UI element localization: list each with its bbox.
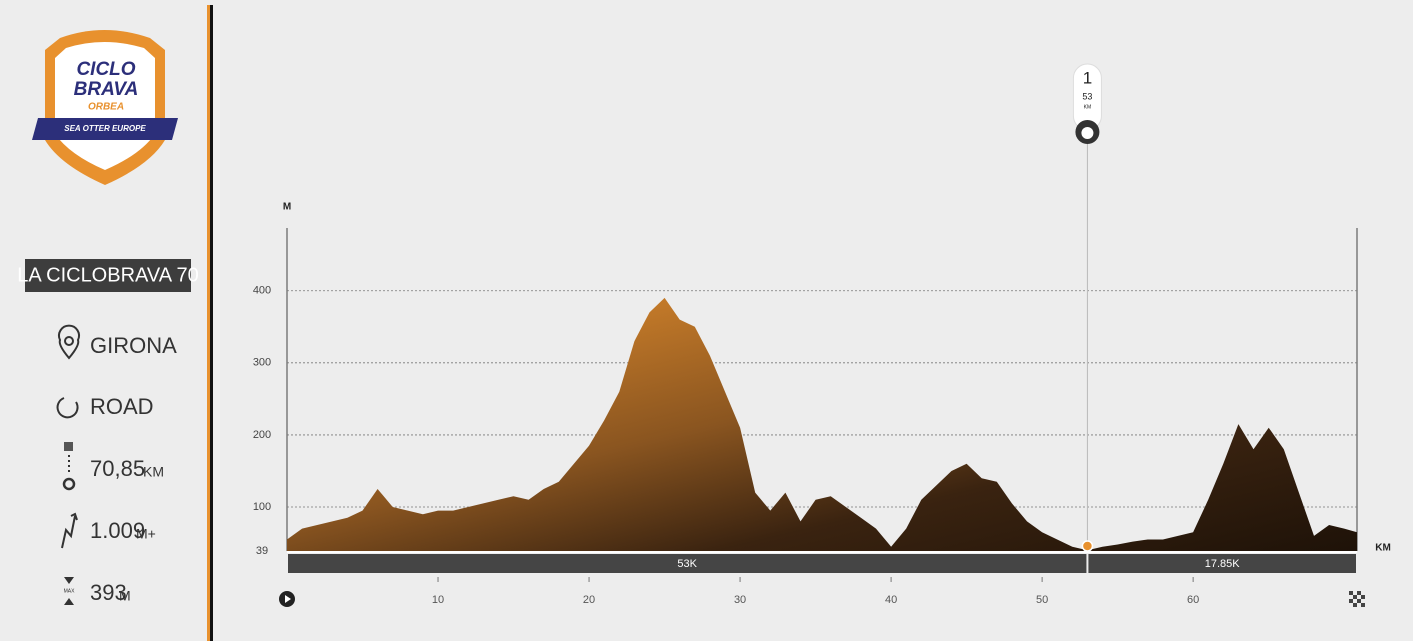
- segment-bar: [1088, 554, 1356, 573]
- finish-icon: [1361, 603, 1365, 607]
- climb-icon: [61, 512, 78, 549]
- divider: [210, 5, 213, 641]
- route-title-box: [25, 259, 191, 292]
- checkpoint-icon: [1081, 127, 1094, 139]
- max-icon: [64, 577, 74, 605]
- climb-unit: M+: [136, 526, 156, 542]
- y-tick-label: 39: [256, 545, 268, 557]
- checkpoint-km: 53: [1082, 91, 1092, 101]
- discipline: ROAD: [90, 394, 154, 419]
- pin-icon: [58, 324, 80, 360]
- route-title: LA CICLOBRAVA 70: [17, 264, 199, 286]
- segment-label: 53K: [677, 558, 697, 570]
- location: GIRONA: [90, 333, 177, 358]
- distance-icon: [62, 442, 76, 491]
- max-value: 393: [90, 580, 127, 605]
- elevation-area: [287, 297, 1357, 551]
- x-tick-label: 40: [885, 594, 897, 606]
- finish-icon: [1349, 591, 1353, 595]
- logo-ribbon-text: SEA OTTER EUROPE: [64, 124, 146, 133]
- max-tag: MAX: [64, 588, 76, 594]
- x-tick-label: 30: [734, 594, 746, 606]
- finish-icon: [1357, 599, 1361, 603]
- segment-bar: [288, 554, 1087, 573]
- start-icon: [285, 595, 291, 603]
- x-tick-label: 50: [1036, 594, 1048, 606]
- finish-icon: [1353, 595, 1357, 599]
- y-tick-label: 400: [253, 285, 271, 297]
- divider: [207, 5, 210, 641]
- x-tick-label: 60: [1187, 594, 1199, 606]
- climb-value: 1.009: [90, 518, 145, 543]
- logo-brand: ORBEA: [88, 102, 124, 113]
- x-tick-label: 10: [432, 594, 444, 606]
- finish-icon: [1353, 603, 1357, 607]
- checkpoint-unit: KM: [1084, 104, 1092, 110]
- segment-label: 17.85K: [1205, 558, 1241, 570]
- max-unit: M: [119, 588, 131, 604]
- checkpoint-dot: [1081, 540, 1094, 552]
- logo-ribbon: [32, 118, 178, 140]
- distance-unit: KM: [143, 464, 164, 480]
- y-tick-label: 100: [253, 501, 271, 513]
- y-tick-label: 200: [253, 429, 271, 441]
- y-tick-label: 300: [253, 357, 271, 369]
- x-axis-label: KM: [1375, 543, 1391, 554]
- logo-text: BRAVA: [74, 79, 139, 100]
- distance-value: 70,85: [90, 456, 145, 481]
- discipline-icon: [56, 397, 79, 419]
- logo: CICLO BRAVA ORBEA SEA OTTER EUROPE: [32, 30, 178, 185]
- finish-icon: [1357, 591, 1361, 595]
- logo-text: CICLO: [76, 59, 135, 80]
- finish-icon: [1361, 595, 1365, 599]
- checkpoint-number: 1: [1083, 68, 1092, 87]
- chart: M KM 39 100 200 300 400 53K 17.85K 10 20 30 40 50 60…: [253, 63, 1391, 607]
- x-tick-label: 20: [583, 594, 595, 606]
- finish-icon: [1349, 599, 1353, 603]
- y-axis-label: M: [283, 202, 291, 213]
